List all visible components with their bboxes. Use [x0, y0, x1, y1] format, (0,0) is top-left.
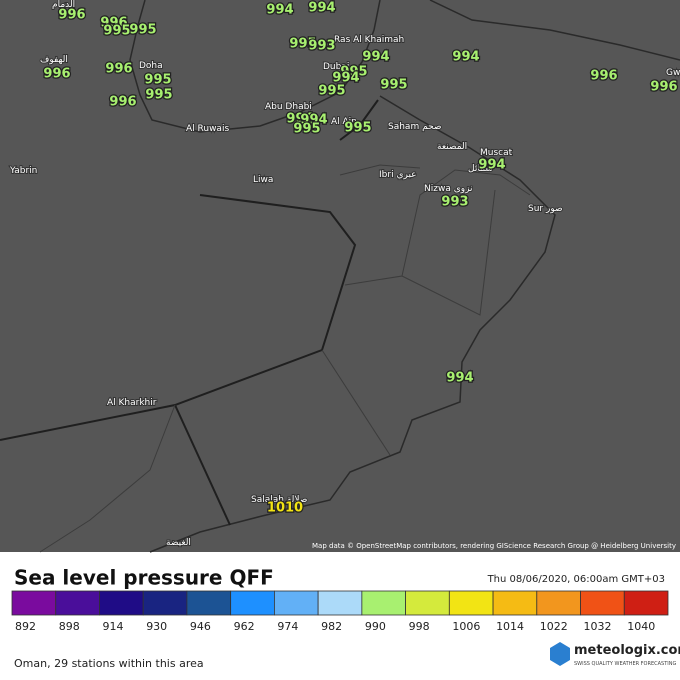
- station-value: 995: [318, 84, 345, 99]
- regions: [39, 164, 531, 553]
- colorbar-label: 914: [102, 620, 123, 633]
- attribution: Map data © OpenStreetMap contributors, r…: [312, 542, 676, 550]
- place-label: Ibri عبري: [379, 170, 417, 180]
- station-value: 994: [452, 50, 479, 65]
- place-labels: الدمام الهفوف Yabrin Doha Al Ruwais Abu Dhabi…: [8, 0, 680, 549]
- place-label: Salalah صلالة: [251, 495, 307, 505]
- colorbar-label: 898: [59, 620, 80, 633]
- place-label: Abu Dhabi: [265, 102, 312, 112]
- colorbar-label: 930: [146, 620, 167, 633]
- station-value: 1010: [267, 501, 303, 516]
- station-value: 993: [441, 195, 468, 210]
- timestamp: Thu 08/06/2020, 06:00am GMT+03: [487, 574, 665, 585]
- color-swatch: [142, 590, 188, 616]
- station-value: 996: [58, 8, 85, 23]
- place-label: Gw: [666, 68, 680, 78]
- colorbar-label: 990: [365, 620, 386, 633]
- place-label: Liwa: [253, 175, 273, 185]
- color-swatch: [186, 590, 232, 616]
- station-value: 994: [362, 50, 389, 65]
- station-value: 994: [286, 112, 313, 127]
- colorbar-label: 974: [277, 620, 298, 633]
- colorbar-label: 982: [321, 620, 342, 633]
- footer-note: Oman, 29 stations within this area: [14, 657, 204, 670]
- station-value: 994: [308, 1, 335, 16]
- station-value: 995: [129, 23, 156, 38]
- station-value: 995: [145, 88, 172, 103]
- station-value: 996: [100, 16, 127, 31]
- color-swatch: [230, 590, 275, 616]
- color-swatch: [536, 590, 581, 616]
- place-label: Al Ruwais: [186, 124, 229, 134]
- place-label: Saham صحم: [388, 122, 442, 132]
- station-value: 994: [332, 71, 359, 86]
- place-label: Yabrin: [9, 166, 37, 176]
- place-label: الهفوف: [40, 55, 68, 65]
- place-label: Dubai: [323, 62, 349, 72]
- color-swatch: [317, 590, 363, 616]
- colorbar-label: 962: [234, 620, 255, 633]
- color-swatch: [11, 590, 57, 616]
- station-value: 996: [43, 67, 70, 82]
- station-value: 995: [380, 78, 407, 93]
- station-value: 994: [300, 113, 327, 128]
- place-label: Nizwa نزوى: [424, 184, 473, 194]
- station-value: 994: [478, 158, 505, 173]
- place-label: الغيضة: [166, 538, 191, 548]
- place-label: Ras Al Khaimah: [334, 35, 404, 45]
- station-value: 995: [289, 37, 316, 52]
- station-value: 996: [650, 80, 677, 95]
- station-value: 995: [340, 65, 367, 80]
- place-label: Muscat: [480, 148, 513, 158]
- station-value: 995: [344, 121, 371, 136]
- color-swatch: [492, 590, 538, 616]
- station-value: 996: [590, 69, 617, 84]
- colorbar-label: 1040: [627, 620, 655, 633]
- place-label: Doha: [139, 61, 163, 71]
- station-value: 995: [144, 73, 171, 88]
- logo-tagline: SWISS QUALITY WEATHER FORECASTING: [574, 661, 676, 667]
- colorbar-label: 1006: [452, 620, 480, 633]
- place-label: Sur صور: [528, 204, 563, 214]
- station-value: 996: [105, 62, 132, 77]
- coastlines: [129, 0, 680, 553]
- station-value: 994: [446, 371, 473, 386]
- station-value: 996: [109, 95, 136, 110]
- place-label: Al Kharkhir: [107, 398, 157, 408]
- borders: [0, 99, 379, 526]
- color-swatch: [580, 590, 625, 616]
- place-label: المصنعة: [437, 142, 467, 152]
- place-label: Al Ain: [331, 117, 357, 127]
- colorbar-label: 946: [190, 620, 211, 633]
- color-swatch: [448, 590, 494, 616]
- color-swatch: [361, 590, 407, 616]
- place-label: شمائل: [468, 164, 493, 174]
- logo-icon: [550, 642, 570, 666]
- logo-name: meteologix.com: [574, 643, 680, 658]
- color-swatch: [55, 590, 100, 616]
- colorbar-label: 998: [409, 620, 430, 633]
- colorbar-label: 1014: [496, 620, 524, 633]
- station-value: 995: [293, 122, 320, 137]
- station-value: 995: [103, 24, 130, 39]
- colorbar: 892 898 914 930 946 962 974 982 990 998 1006 1014 10…: [11, 590, 669, 633]
- color-swatch: [99, 590, 144, 616]
- colorbar-label: 892: [15, 620, 36, 633]
- color-swatch: [405, 590, 450, 616]
- place-label: الدمام: [52, 0, 75, 10]
- station-value: 994: [266, 3, 293, 18]
- color-swatch: [273, 590, 319, 616]
- colorbar-label: 1032: [584, 620, 612, 633]
- station-value: 993: [308, 39, 335, 54]
- colorbar-label: 1022: [540, 620, 568, 633]
- legend-title: Sea level pressure QFF: [14, 566, 274, 590]
- color-swatch: [623, 590, 669, 616]
